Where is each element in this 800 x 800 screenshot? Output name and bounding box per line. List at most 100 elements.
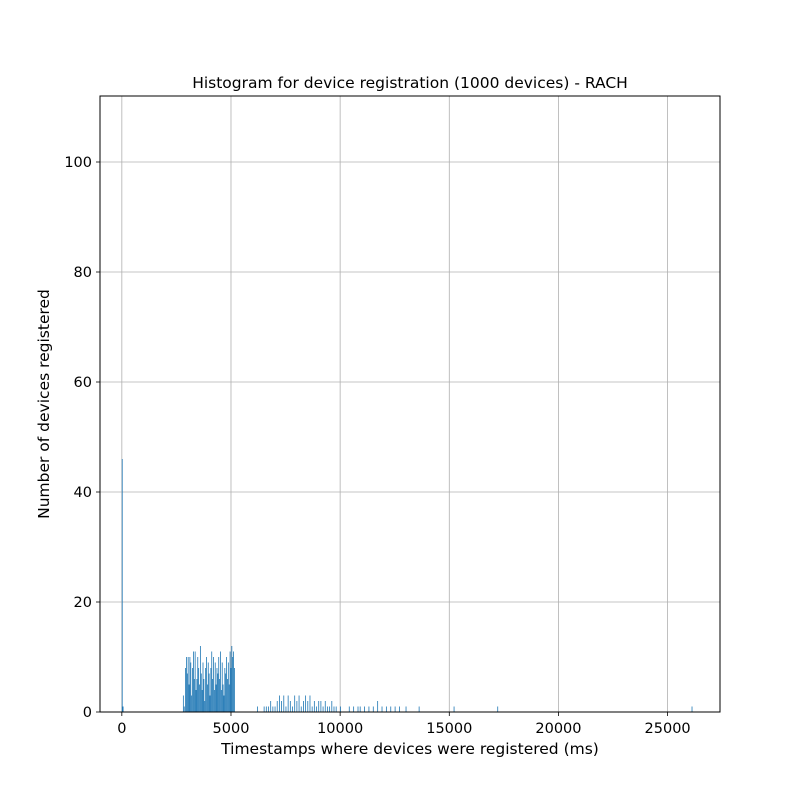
histogram-bar <box>197 657 199 712</box>
x-tick-label: 0 <box>117 721 126 737</box>
x-axis-title: Timestamps where devices were registered… <box>220 740 599 758</box>
histogram-bar <box>307 701 309 712</box>
histogram-bar <box>497 706 499 712</box>
histogram-bar <box>219 679 220 712</box>
histogram-bar <box>221 662 223 712</box>
histogram-bar <box>372 706 374 712</box>
histogram-bar <box>200 673 202 712</box>
histogram-bar <box>207 662 209 712</box>
histogram-bar <box>206 657 207 712</box>
histogram-bar <box>231 646 233 712</box>
histogram-bar <box>296 701 298 712</box>
histogram-bar <box>283 695 285 712</box>
histogram-bar <box>227 679 228 712</box>
x-tick-label: 20000 <box>535 721 581 737</box>
histogram-bar <box>331 701 333 712</box>
histogram-bar <box>292 706 293 712</box>
histogram-bar <box>274 706 276 712</box>
y-tick-label: 100 <box>64 155 92 171</box>
histogram-bar <box>390 706 392 712</box>
histogram-bar <box>377 701 379 712</box>
histogram-bar <box>203 679 205 712</box>
histogram-bar <box>333 706 335 712</box>
histogram-bar <box>381 706 383 712</box>
histogram-bar <box>385 706 387 712</box>
histogram-bar <box>194 651 196 712</box>
histogram-bar <box>195 690 197 712</box>
histogram-bar <box>303 701 304 712</box>
histogram-bar <box>186 673 188 712</box>
histogram-bar <box>191 695 193 712</box>
histogram-bar <box>313 701 315 712</box>
histogram-bar <box>228 684 230 712</box>
histogram-bar <box>122 706 124 712</box>
histogram-bar <box>281 701 282 712</box>
histogram-bar <box>202 662 204 712</box>
histogram-bar <box>324 701 326 712</box>
histogram-bar <box>276 701 278 712</box>
histogram-bar <box>305 695 307 712</box>
plot-frame <box>99 95 721 713</box>
histogram-bar <box>225 673 227 712</box>
histogram-bar <box>294 695 296 712</box>
histogram-bar <box>227 662 229 712</box>
histogram-bar <box>217 673 219 712</box>
histogram-bar <box>212 679 214 712</box>
histogram-bar <box>223 695 225 712</box>
y-tick-label: 40 <box>74 485 92 501</box>
histogram-bar <box>198 668 200 712</box>
histogram-bar <box>309 695 311 712</box>
histogram-bar <box>316 706 317 712</box>
histogram-bar <box>268 706 269 712</box>
histogram-bar <box>193 651 194 712</box>
x-tick-label: 10000 <box>317 721 363 737</box>
y-tick-label: 60 <box>74 375 92 391</box>
x-tick-label: 25000 <box>645 721 691 737</box>
histogram-bar <box>399 706 400 712</box>
histogram-bar <box>186 657 187 712</box>
histogram-bar <box>204 701 206 712</box>
histogram-bar <box>193 679 195 712</box>
histogram-bar <box>257 706 258 712</box>
histogram-bar <box>353 706 355 712</box>
histogram-bar <box>185 668 186 712</box>
histogram-bar <box>199 684 200 712</box>
histogram-bar <box>182 695 184 712</box>
histogram-bar <box>453 706 455 712</box>
histogram-bar <box>188 684 190 712</box>
histogram-bar <box>190 662 192 712</box>
y-tick-label: 20 <box>74 595 92 611</box>
histogram-bar <box>287 695 289 712</box>
histogram-bar <box>183 706 185 712</box>
histogram-bar <box>206 684 208 712</box>
histogram-bar <box>272 706 274 712</box>
histogram-bar <box>265 706 267 712</box>
y-tick-label: 80 <box>74 265 92 281</box>
histogram-bar <box>189 657 191 712</box>
histogram-bar <box>201 690 203 712</box>
histogram-bar <box>220 651 221 712</box>
histogram-bar <box>226 657 227 712</box>
histogram-bar <box>320 701 322 712</box>
histogram-bar <box>209 695 211 712</box>
grid-lines <box>100 96 720 713</box>
histogram-bar <box>218 657 220 712</box>
histogram-bar <box>199 646 201 712</box>
histogram-bar <box>122 706 124 712</box>
histogram-bar <box>298 695 300 712</box>
histogram-bar <box>318 701 320 712</box>
histogram-bar <box>234 668 235 712</box>
y-tick-label: 0 <box>83 705 92 721</box>
histogram-bar <box>340 706 341 712</box>
histogram-bar <box>229 651 231 712</box>
histogram-bar <box>335 706 337 712</box>
histogram-bar <box>210 668 212 712</box>
histogram-bar <box>121 459 123 712</box>
histogram-bars <box>121 459 693 712</box>
x-tick-label: 5000 <box>213 721 250 737</box>
histogram-bar <box>394 706 396 712</box>
histogram-bar <box>691 706 693 712</box>
histogram-bar <box>208 673 210 712</box>
histogram-bar <box>192 668 193 712</box>
